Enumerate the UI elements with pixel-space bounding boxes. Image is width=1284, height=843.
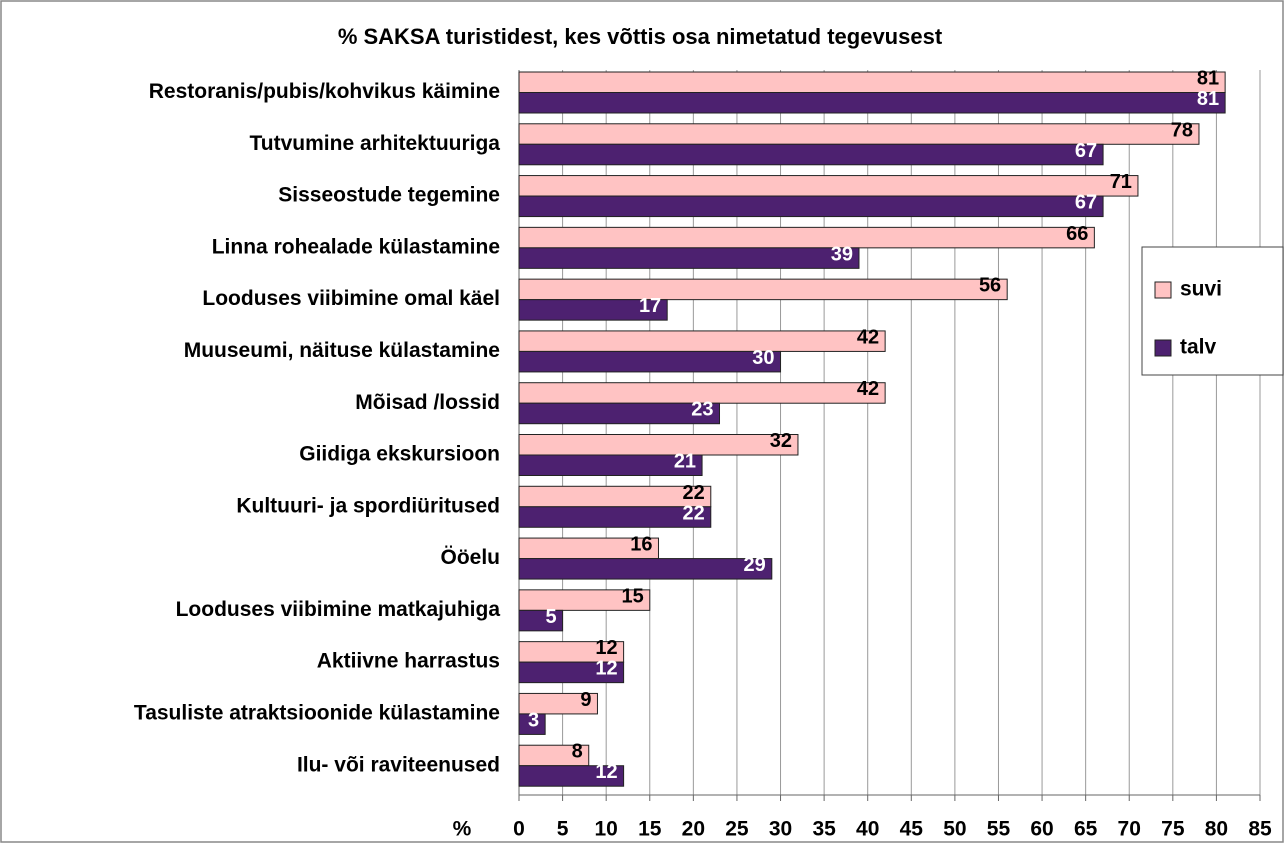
category-label: Restoranis/pubis/kohvikus käimine <box>149 80 500 103</box>
x-tick-label: 25 <box>725 818 749 841</box>
x-tick-label: 15 <box>638 818 662 841</box>
x-tick-label: 70 <box>1118 818 1141 841</box>
data-label: 9 <box>580 689 591 711</box>
data-label: 67 <box>1075 140 1097 162</box>
bar <box>518 661 625 684</box>
bar <box>518 278 1008 301</box>
chart-title: % SAKSA turistidest, kes võttis osa nime… <box>338 24 943 49</box>
bar <box>518 226 1095 249</box>
category-label: Tutvumine arhitektuuriga <box>250 132 501 155</box>
bar <box>518 434 799 456</box>
category-label: Linna rohealade külastamine <box>212 235 500 258</box>
x-tick-label: 30 <box>769 818 792 841</box>
bar <box>518 765 625 787</box>
data-label: 23 <box>691 399 713 421</box>
data-label: 67 <box>1075 192 1097 214</box>
x-tick-label: 20 <box>682 818 705 841</box>
category-label: Ööelu <box>440 546 500 569</box>
legend-swatch <box>1154 281 1172 299</box>
x-axis-label: % <box>453 818 472 841</box>
x-tick-label: 0 <box>513 818 525 841</box>
data-label: 78 <box>1171 119 1193 141</box>
category-label: Aktiivne harrastus <box>317 650 500 673</box>
data-label: 12 <box>595 637 617 659</box>
x-tick-label: 60 <box>1030 818 1053 841</box>
legend-label: suvi <box>1180 278 1222 301</box>
data-label: 66 <box>1066 223 1088 245</box>
bar <box>518 454 703 476</box>
x-tick-label: 35 <box>812 818 836 841</box>
legend-label: talv <box>1180 336 1217 359</box>
x-tick-label: 45 <box>900 818 924 841</box>
x-tick-label: 10 <box>594 818 617 841</box>
bar <box>518 299 668 321</box>
data-label: 42 <box>857 326 879 348</box>
data-label: 81 <box>1197 88 1219 110</box>
category-label: Kultuuri- ja spordiüritused <box>236 494 500 517</box>
data-label: 21 <box>674 451 696 473</box>
category-label: Mõisad /lossid <box>355 391 500 414</box>
bar <box>518 71 1226 93</box>
data-label: 42 <box>857 378 879 400</box>
data-label: 3 <box>528 709 539 731</box>
x-tick-label: 50 <box>943 818 966 841</box>
bar <box>518 713 546 735</box>
data-label: 8 <box>572 741 583 763</box>
bar <box>518 609 564 632</box>
bar <box>518 558 773 580</box>
bar <box>518 692 598 715</box>
data-label: 12 <box>595 761 617 783</box>
bar <box>518 247 860 269</box>
bar <box>518 175 1139 197</box>
category-label: Sisseostude tegemine <box>278 184 500 207</box>
category-label: Ilu- või raviteenused <box>297 753 500 776</box>
data-label: 32 <box>770 430 792 452</box>
bar <box>518 92 1226 114</box>
category-label: Giidiga ekskursioon <box>299 443 500 466</box>
data-label: 16 <box>630 534 652 556</box>
bar <box>518 350 782 373</box>
bar <box>518 402 721 425</box>
x-tick-label: 65 <box>1074 818 1098 841</box>
data-label: 22 <box>683 482 705 504</box>
data-label: 39 <box>831 243 853 265</box>
data-label: 15 <box>622 585 644 607</box>
legend-swatch <box>1154 339 1172 357</box>
bar <box>518 589 651 611</box>
data-label: 29 <box>744 554 766 576</box>
data-label: 30 <box>752 347 774 369</box>
bar <box>518 143 1104 166</box>
data-label: 81 <box>1197 68 1219 90</box>
data-label: 71 <box>1110 171 1132 193</box>
x-tick-label: 75 <box>1161 818 1185 841</box>
category-label: Looduses viibimine matkajuhiga <box>176 598 501 621</box>
x-tick-label: 40 <box>856 818 879 841</box>
bar <box>518 330 886 352</box>
category-label: Tasuliste atraktsioonide külastamine <box>134 701 500 724</box>
x-tick-label: 55 <box>987 818 1011 841</box>
x-tick-label: 80 <box>1205 818 1228 841</box>
category-label: Looduses viibimine omal käel <box>202 287 500 310</box>
category-label: Muuseumi, näituse külastamine <box>184 339 500 362</box>
x-tick-label: 85 <box>1248 818 1272 841</box>
data-label: 17 <box>639 295 661 317</box>
bar <box>518 506 712 528</box>
data-label: 22 <box>683 502 705 524</box>
data-label: 5 <box>545 606 556 628</box>
x-tick-label: 5 <box>557 818 569 841</box>
data-label: 56 <box>979 275 1001 297</box>
data-label: 12 <box>595 658 617 680</box>
bar <box>518 195 1104 218</box>
